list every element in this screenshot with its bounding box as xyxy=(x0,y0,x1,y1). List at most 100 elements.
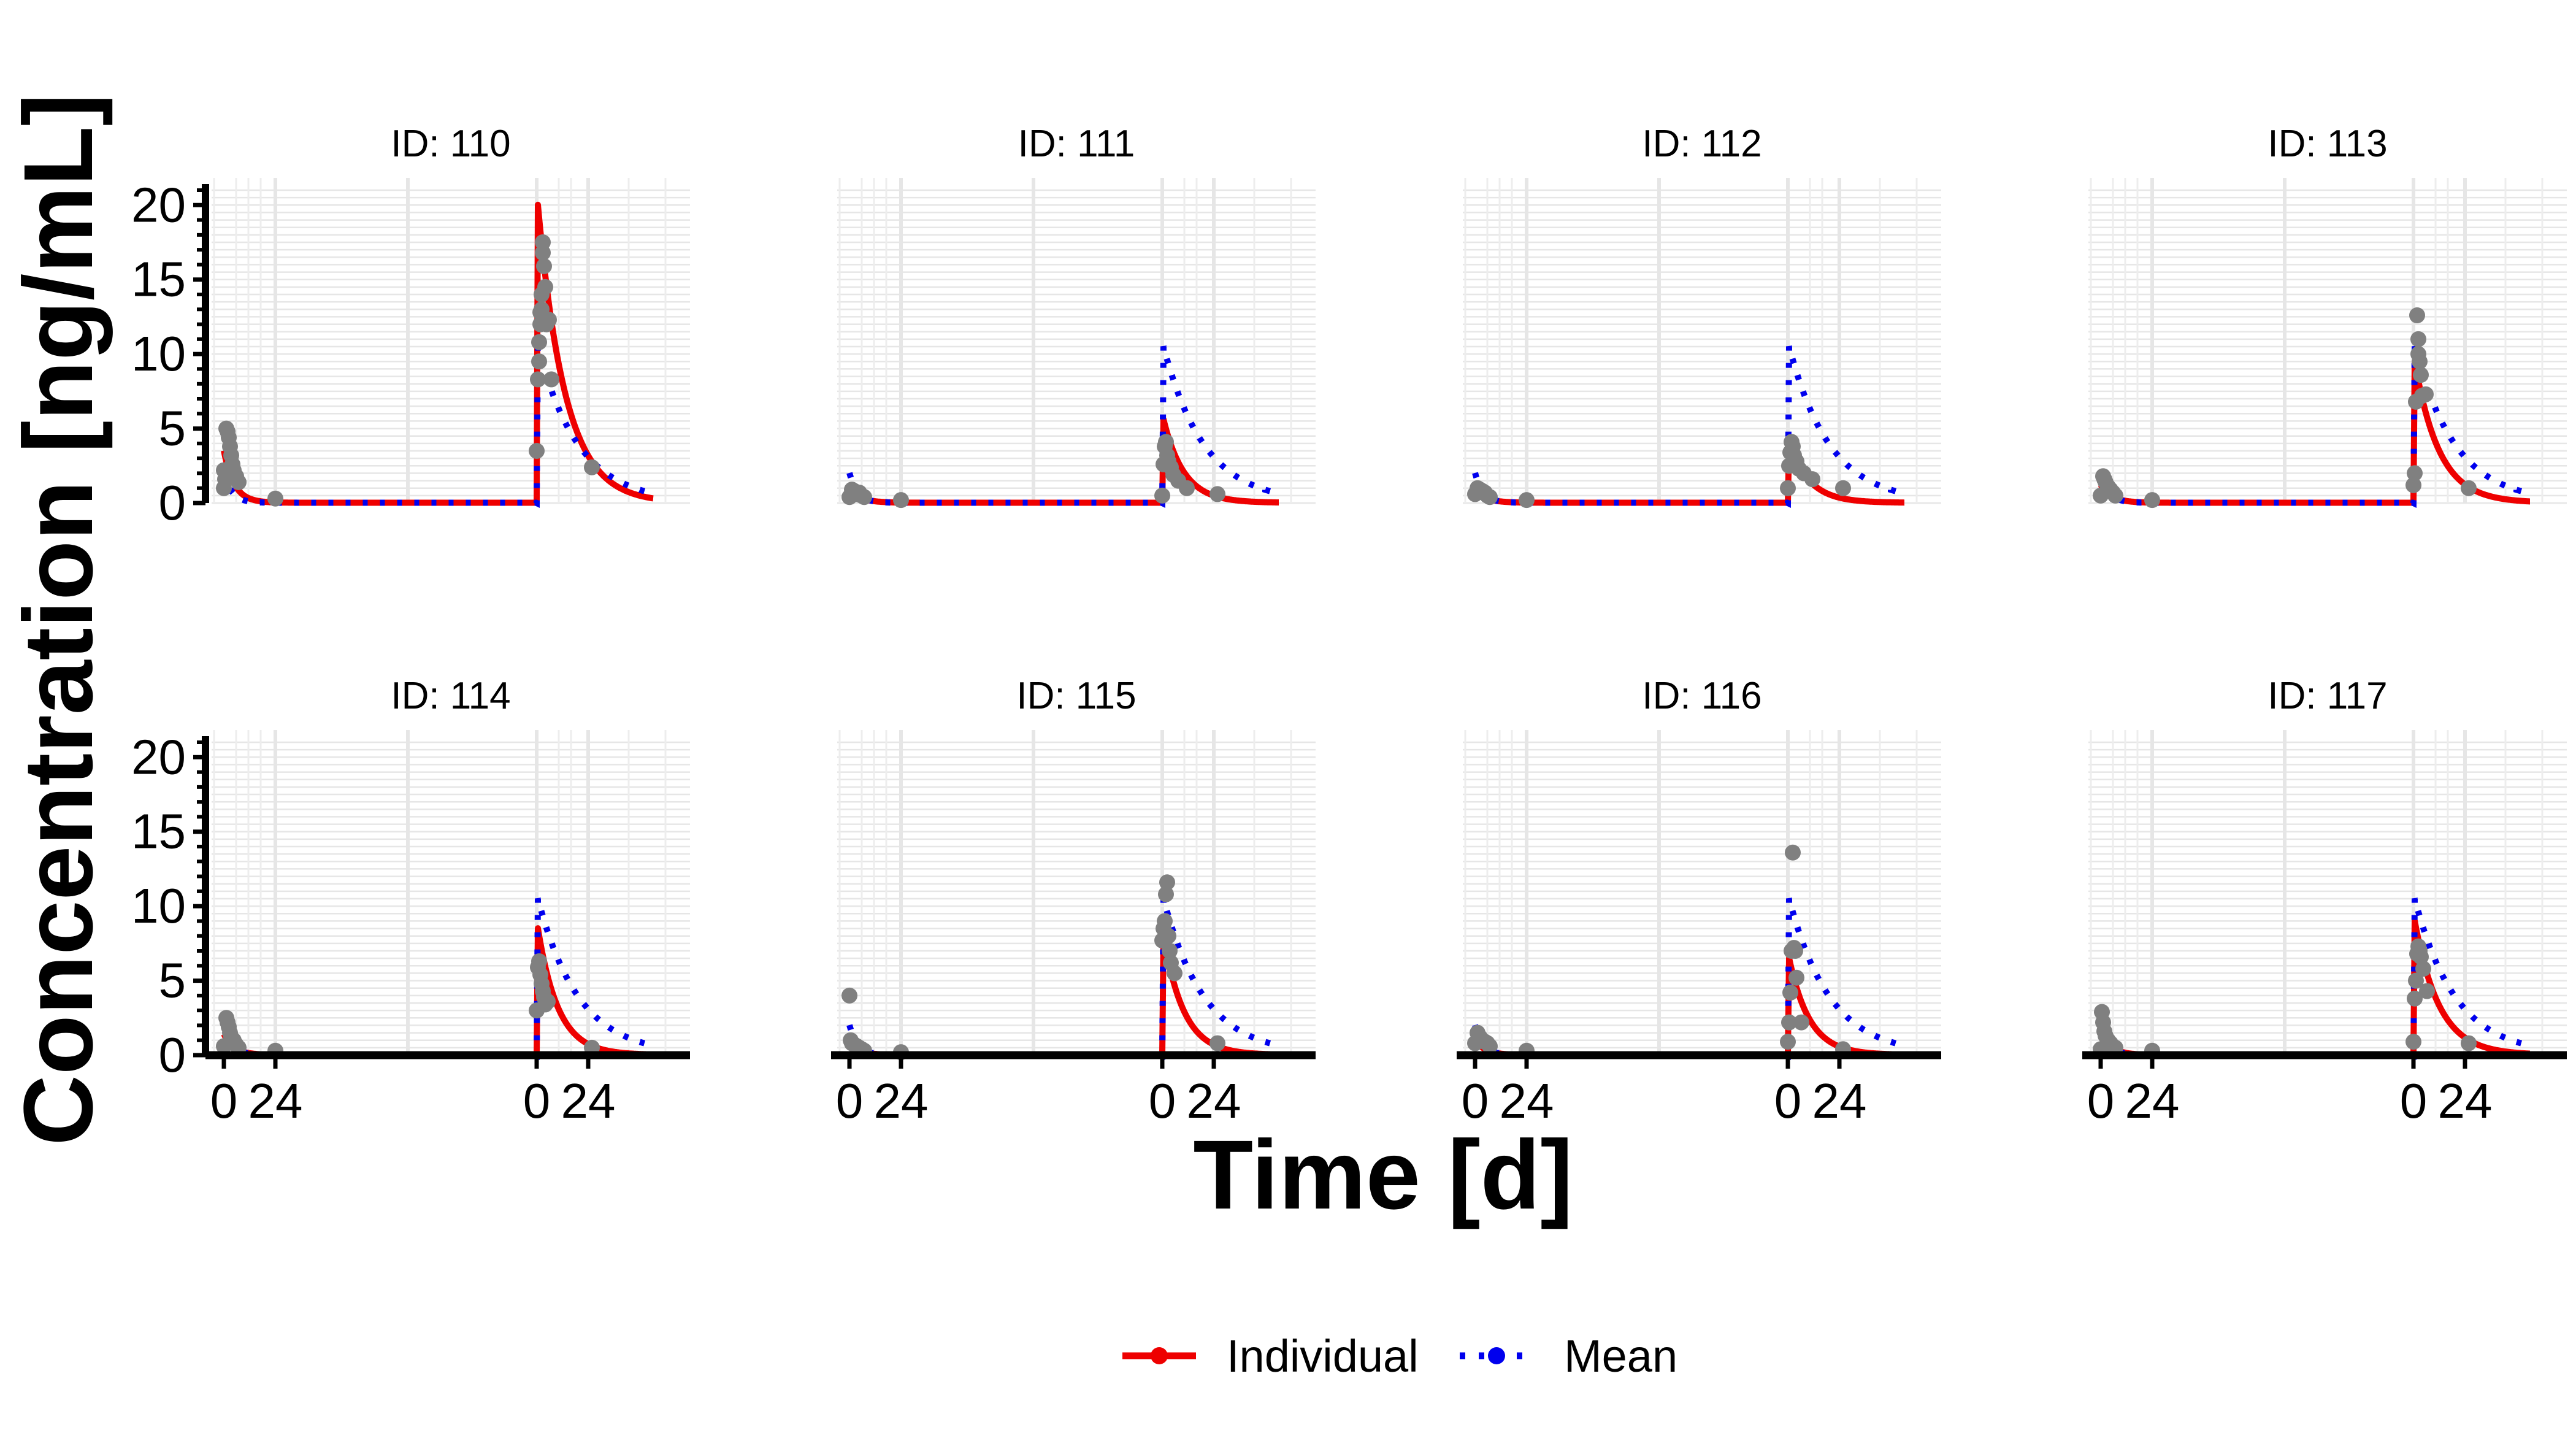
observation-point xyxy=(1804,471,1820,488)
x-tick-label: 24 xyxy=(1500,1074,1554,1128)
x-tick-label: 0 xyxy=(210,1074,238,1128)
panel-4: ID: 113 xyxy=(2088,123,2567,509)
observation-point xyxy=(856,489,872,505)
observation-point xyxy=(2409,307,2425,323)
panel-title: ID: 115 xyxy=(1016,675,1136,717)
x-tick-label: 0 xyxy=(836,1074,864,1128)
panels-layer: ID: 110 0 5 10 15 20 ID: 111 ID: 112 ID: 113 ID: … xyxy=(131,123,2567,1128)
observation-point xyxy=(1780,480,1796,496)
observation-point xyxy=(541,312,557,328)
observation-point xyxy=(2418,386,2434,402)
observation-point xyxy=(543,371,559,388)
panel-title: ID: 117 xyxy=(2267,675,2387,717)
x-tick-label: 0 xyxy=(1462,1074,1489,1128)
observation-point xyxy=(1154,487,1170,504)
y-tick-label: 10 xyxy=(131,878,186,933)
x-tick-label: 24 xyxy=(874,1074,929,1128)
observation-point xyxy=(1158,434,1174,450)
observation-point xyxy=(2415,961,2431,977)
x-tick-label: 0 xyxy=(1774,1074,1802,1128)
observation-point xyxy=(2144,492,2160,509)
observation-point xyxy=(267,490,283,507)
x-tick-label: 0 xyxy=(2400,1074,2428,1128)
y-tick-label: 20 xyxy=(131,729,186,784)
observation-point xyxy=(1179,480,1195,496)
observation-point xyxy=(2407,990,2423,1007)
observation-point xyxy=(529,443,545,459)
observation-point xyxy=(540,993,556,1010)
observation-point xyxy=(2413,948,2429,965)
observation-point xyxy=(1482,1038,1498,1055)
observation-point xyxy=(2107,487,2123,504)
observation-point xyxy=(530,371,546,388)
x-tick-label: 24 xyxy=(2438,1074,2493,1128)
observation-point xyxy=(1785,844,1801,861)
observation-point xyxy=(1159,874,1175,891)
x-tick-label: 24 xyxy=(561,1074,616,1128)
panel-title: ID: 113 xyxy=(2267,123,2387,165)
x-tick-label: 24 xyxy=(1812,1074,1867,1128)
x-tick-label: 0 xyxy=(2087,1074,2115,1128)
observation-point xyxy=(2407,465,2423,482)
y-tick-label: 15 xyxy=(131,804,186,859)
x-tick-label: 0 xyxy=(1149,1074,1176,1128)
observation-point xyxy=(1782,985,1798,1001)
mean-line xyxy=(2098,345,2531,509)
observation-point xyxy=(231,474,247,490)
y-axis-title: Concentration [ng/mL] xyxy=(3,93,113,1145)
legend: Individual Mean xyxy=(1122,1331,1677,1382)
observation-point xyxy=(1780,1034,1796,1050)
y-tick-label: 15 xyxy=(131,252,186,307)
x-axis-title: Time [d] xyxy=(1193,1120,1573,1229)
observation-point xyxy=(1158,886,1174,902)
y-tick-label: 0 xyxy=(159,475,186,530)
panel-title: ID: 111 xyxy=(1018,123,1135,165)
mean-line xyxy=(221,345,654,509)
observation-point xyxy=(536,258,552,274)
observation-point xyxy=(1519,492,1535,509)
panel-title: ID: 114 xyxy=(391,675,510,717)
observation-point xyxy=(2410,331,2426,347)
observation-point xyxy=(1209,1035,1225,1051)
observation-point xyxy=(2405,477,2421,493)
x-tick-label: 24 xyxy=(2125,1074,2180,1128)
legend-item-individual: Individual xyxy=(1122,1331,1419,1382)
legend-label-individual: Individual xyxy=(1227,1331,1419,1382)
observation-point xyxy=(531,953,547,969)
y-tick-label: 20 xyxy=(131,177,186,232)
legend-key-individual-dot xyxy=(1151,1347,1168,1364)
observation-point xyxy=(217,471,233,488)
panel-3: ID: 112 xyxy=(1463,123,1941,509)
panel-title: ID: 112 xyxy=(1642,123,1761,165)
observation-point xyxy=(893,492,909,509)
observation-point xyxy=(841,987,857,1004)
panel-title: ID: 110 xyxy=(391,123,510,165)
panel-title: ID: 116 xyxy=(1642,675,1761,717)
legend-key-mean-dot xyxy=(1488,1347,1505,1364)
observation-point xyxy=(2461,1035,2477,1051)
observation-point xyxy=(1787,943,1803,959)
observation-point xyxy=(1209,486,1225,502)
legend-item-mean: Mean xyxy=(1460,1331,1677,1382)
x-tick-label: 24 xyxy=(1187,1074,1241,1128)
observation-point xyxy=(1167,965,1183,982)
x-tick-label: 24 xyxy=(248,1074,303,1128)
observation-point xyxy=(1793,1014,1809,1031)
observation-point xyxy=(1835,480,1851,496)
y-tick-label: 5 xyxy=(159,953,186,1008)
panel-1: ID: 110 0 5 10 15 20 xyxy=(131,123,690,530)
x-tick-label: 0 xyxy=(523,1074,551,1128)
observation-point xyxy=(1162,943,1178,959)
observation-point xyxy=(1160,928,1176,944)
observation-point xyxy=(537,279,553,295)
observation-point xyxy=(2405,1034,2421,1050)
y-tick-label: 0 xyxy=(159,1028,186,1082)
observation-point xyxy=(2461,480,2477,496)
observation-point xyxy=(584,459,600,475)
mean-line xyxy=(1472,345,1905,509)
